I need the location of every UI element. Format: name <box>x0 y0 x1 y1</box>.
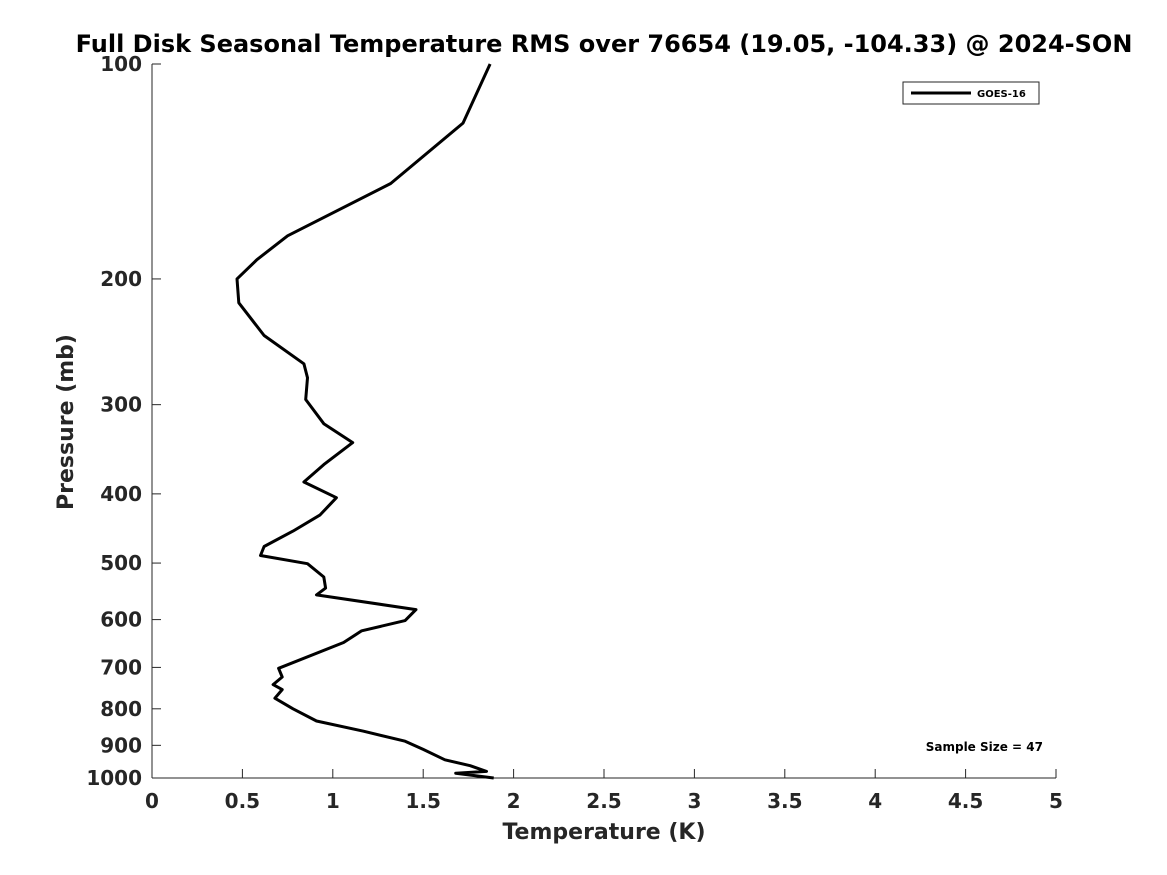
y-tick-label: 600 <box>100 608 142 632</box>
x-tick-label: 1 <box>326 789 340 813</box>
chart-title: Full Disk Seasonal Temperature RMS over … <box>76 30 1133 58</box>
series-line-goes-16 <box>235 63 494 780</box>
y-tick-label: 300 <box>100 393 142 417</box>
x-tick-label: 2.5 <box>586 789 621 813</box>
x-tick-label: 0 <box>145 789 159 813</box>
y-tick-label: 500 <box>100 551 142 575</box>
x-tick-label: 4 <box>868 789 882 813</box>
x-tick-label: 1.5 <box>405 789 440 813</box>
y-axis-label: Pressure (mb) <box>54 334 79 510</box>
x-ticks: 0 0.5 1 1.5 2 2.5 3 3.5 4 4.5 5 <box>145 769 1063 813</box>
plot-area <box>152 64 1056 778</box>
y-tick-label: 100 <box>100 52 142 76</box>
legend-label-goes-16: GOES-16 <box>977 89 1026 100</box>
x-tick-label: 4.5 <box>948 789 983 813</box>
y-tick-label: 900 <box>100 733 142 757</box>
sample-size-annotation: Sample Size = 47 <box>926 740 1043 754</box>
y-ticks: 100 200 300 400 500 600 700 800 900 1000 <box>86 52 161 790</box>
y-tick-label: 1000 <box>86 766 142 790</box>
x-tick-label: 3.5 <box>767 789 802 813</box>
legend: GOES-16 <box>902 81 1040 105</box>
y-tick-label: 400 <box>100 482 142 506</box>
y-tick-label: 200 <box>100 267 142 291</box>
x-tick-label: 0.5 <box>225 789 260 813</box>
x-tick-label: 2 <box>507 789 521 813</box>
x-tick-label: 3 <box>687 789 701 813</box>
y-tick-label: 700 <box>100 655 142 679</box>
x-axis-label: Temperature (K) <box>502 820 705 845</box>
y-tick-label: 800 <box>100 697 142 721</box>
series-group <box>235 63 494 780</box>
x-tick-label: 5 <box>1049 789 1063 813</box>
